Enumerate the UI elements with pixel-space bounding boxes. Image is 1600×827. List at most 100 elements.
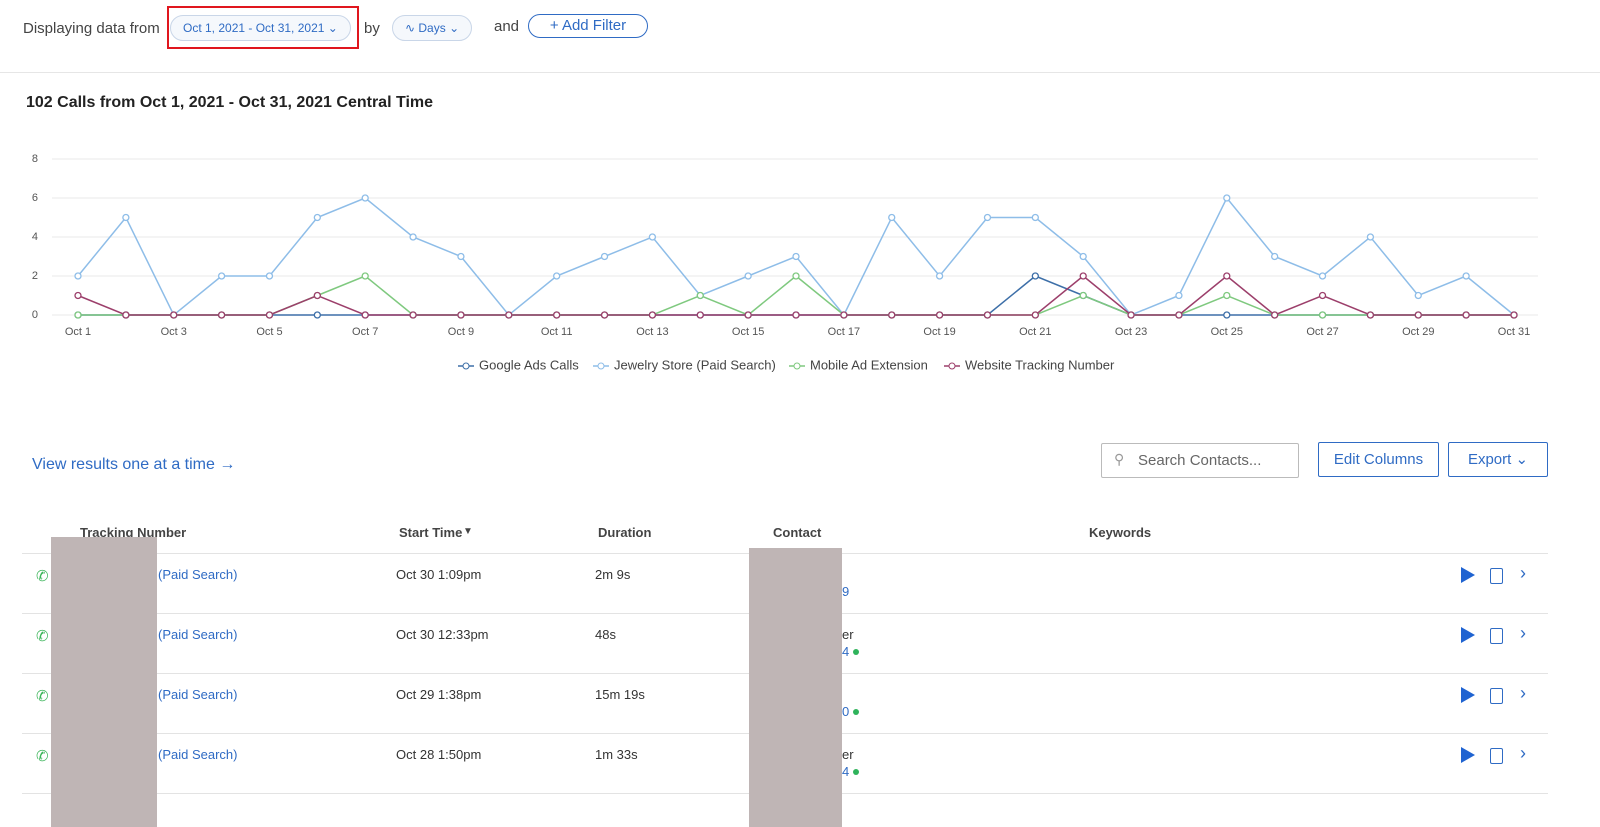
point (409, 233, 417, 241)
x-tick-label: Oct 13 (636, 326, 668, 338)
point (744, 311, 752, 319)
sort-indicator: ▼ (463, 526, 473, 537)
x-tick-label: Oct 27 (1306, 326, 1338, 338)
x-tick-label: Oct 9 (448, 326, 474, 338)
column-header: Tracking Number (80, 525, 187, 540)
point (361, 272, 369, 280)
search-icon: ⚲ (1114, 451, 1125, 467)
details-button[interactable]: › (1520, 563, 1526, 583)
contact-cell: er (842, 747, 854, 762)
point (935, 272, 944, 280)
point (122, 213, 130, 222)
transcript-button[interactable] (1490, 688, 1503, 704)
point (457, 311, 465, 319)
transcript-button[interactable] (1490, 628, 1503, 644)
legend-marker (462, 362, 470, 370)
point (1223, 311, 1231, 319)
point (840, 311, 848, 319)
point (265, 272, 274, 280)
call-icon: ✆ (36, 688, 49, 705)
details-button[interactable]: › (1520, 623, 1526, 643)
x-tick-label: Oct 29 (1402, 326, 1434, 338)
interval-pill[interactable]: ∿ Days ⌄ (392, 15, 473, 41)
point (74, 311, 82, 319)
duration-cell: 15m 19s (595, 687, 645, 702)
point (600, 311, 609, 319)
play-button[interactable] (1461, 687, 1475, 703)
y-tick-label: 8 (32, 153, 38, 165)
point (888, 213, 896, 222)
point (983, 213, 992, 222)
search-box[interactable]: ⚲ Search Contacts... (1101, 443, 1299, 478)
start-cell: Oct 30 1:09pm (396, 567, 482, 582)
point (74, 291, 82, 300)
legend-marker (597, 362, 605, 370)
point (1223, 291, 1231, 300)
point (935, 311, 944, 319)
point (696, 291, 704, 300)
start-cell: Oct 28 1:50pm (396, 747, 482, 762)
point (1271, 252, 1279, 261)
highlight-box (167, 6, 359, 49)
point (888, 311, 896, 319)
point (1414, 311, 1422, 319)
column-header: Contact (773, 525, 822, 540)
x-tick-label: Oct 25 (1211, 326, 1243, 338)
y-tick-label: 2 (32, 270, 38, 282)
point (1223, 194, 1231, 202)
point (361, 194, 369, 202)
point (313, 213, 321, 222)
point (1462, 272, 1470, 280)
transcript-button[interactable] (1490, 748, 1503, 764)
x-tick-label: Oct 11 (541, 326, 573, 338)
play-button[interactable] (1461, 567, 1475, 583)
details-button[interactable]: › (1520, 743, 1526, 763)
legend-label: Website Tracking Number (965, 357, 1115, 372)
interval: Days (418, 21, 446, 35)
y-tick-label: 6 (32, 192, 38, 204)
play-button[interactable] (1461, 627, 1475, 643)
point (1175, 291, 1183, 300)
x-tick-label: Oct 19 (923, 326, 955, 338)
start-cell: Oct 30 12:33pm (396, 627, 489, 642)
point (1079, 272, 1087, 280)
divider (0, 72, 1600, 73)
point (170, 311, 178, 319)
x-tick-label: Oct 23 (1115, 326, 1147, 338)
transcript-button[interactable] (1490, 568, 1503, 584)
edit-columns-button[interactable]: Edit Columns (1318, 442, 1439, 477)
view-link[interactable]: View results one at a time → (32, 456, 236, 473)
tracking-cell: (Paid Search) (158, 567, 238, 582)
x-tick-label: Oct 21 (1019, 326, 1051, 338)
by-label: by (364, 20, 380, 37)
chart: 102 Calls from Oct 1, 2021 - Oct 31, 202… (26, 94, 1538, 372)
contact-cell: 4 (842, 764, 850, 779)
point (409, 311, 417, 319)
point (792, 272, 800, 280)
point (1510, 311, 1518, 319)
x-tick-label: Oct 31 (1498, 326, 1530, 338)
add-filter-button[interactable]: + Add Filter (528, 14, 648, 38)
details-button[interactable]: › (1520, 683, 1526, 703)
contact-cell: er (842, 627, 854, 642)
point (792, 252, 800, 261)
series-line (78, 275, 1514, 316)
column-header: Keywords (1089, 525, 1152, 540)
point (744, 272, 752, 280)
point (553, 311, 561, 319)
status-dot (853, 649, 859, 655)
x-tick-label: Oct 7 (352, 326, 378, 338)
date-range-pill[interactable]: Oct 1, 2021 - Oct 31, 2021 ⌄ (170, 15, 351, 41)
play-button[interactable] (1461, 747, 1475, 763)
point (1079, 252, 1087, 261)
export-button[interactable]: Export ⌄ (1448, 442, 1548, 477)
point (313, 311, 321, 319)
y-tick-label: 0 (32, 309, 38, 321)
point (648, 233, 657, 241)
point (1271, 311, 1279, 319)
point (600, 252, 609, 261)
point (457, 252, 465, 261)
redaction (51, 537, 157, 827)
point (1079, 291, 1087, 300)
